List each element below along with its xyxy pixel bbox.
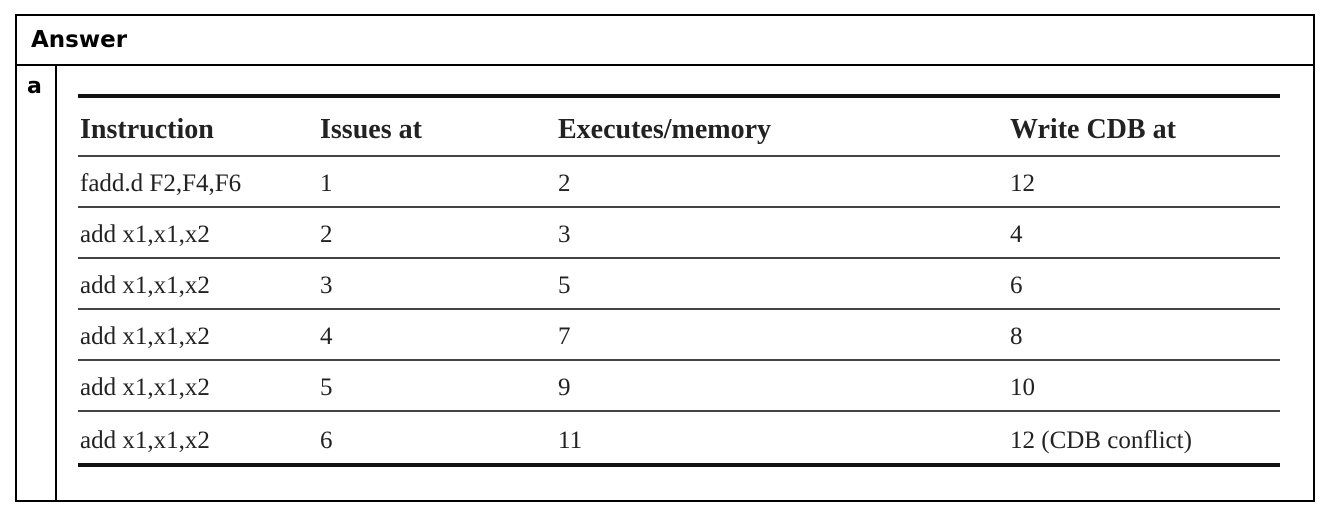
- answer-box: Answer a: [15, 14, 1315, 502]
- table-cell: 3: [558, 221, 571, 248]
- table-row: add x1,x1,x2 2 3 4: [78, 208, 1280, 259]
- table-cell: 12: [1010, 170, 1035, 197]
- table-cell: add x1,x1,x2: [80, 221, 210, 248]
- table-cell: 3: [320, 272, 333, 299]
- answer-header: Answer: [17, 16, 1313, 66]
- table-cell: 7: [558, 323, 571, 350]
- table-header-row: Instruction Issues at Executes/memory Wr…: [78, 98, 1280, 157]
- table-cell: 4: [320, 323, 333, 350]
- table-row: add x1,x1,x2 5 9 10: [78, 361, 1280, 412]
- table-cell: 2: [558, 170, 571, 197]
- table-cell: 5: [558, 272, 571, 299]
- instruction-timing-table: Instruction Issues at Executes/memory Wr…: [78, 94, 1280, 467]
- table-cell: 6: [320, 427, 333, 454]
- table-cell: 9: [558, 374, 571, 401]
- table-cell: 10: [1010, 374, 1035, 401]
- part-label: a: [27, 74, 42, 99]
- column-header: Executes/memory: [558, 114, 772, 145]
- table-cell: 12 (CDB conflict): [1010, 427, 1192, 454]
- table-cell: add x1,x1,x2: [80, 374, 210, 401]
- table-cell: add x1,x1,x2: [80, 323, 210, 350]
- answer-title: Answer: [31, 27, 128, 53]
- table-cell: add x1,x1,x2: [80, 272, 210, 299]
- column-header: Issues at: [320, 114, 422, 145]
- table-row: add x1,x1,x2 6 11 12 (CDB conflict): [78, 412, 1280, 463]
- column-header: Instruction: [80, 114, 214, 145]
- table-row: add x1,x1,x2 4 7 8: [78, 310, 1280, 361]
- table-cell: fadd.d F2,F4,F6: [80, 170, 242, 197]
- table-row: add x1,x1,x2 3 5 6: [78, 259, 1280, 310]
- table-cell: add x1,x1,x2: [80, 427, 210, 454]
- bottom-rule: [78, 463, 1280, 467]
- table-cell: 5: [320, 374, 333, 401]
- column-header: Write CDB at: [1010, 114, 1176, 145]
- table-cell: 11: [558, 427, 583, 454]
- table-cell: 6: [1010, 272, 1023, 299]
- table-cell: 8: [1010, 323, 1023, 350]
- part-label-column: a: [17, 66, 57, 500]
- table-row: fadd.d F2,F4,F6 1 2 12: [78, 157, 1280, 208]
- table-cell: 2: [320, 221, 333, 248]
- table-cell: 1: [320, 170, 333, 197]
- table-cell: 4: [1010, 221, 1023, 248]
- top-rule: [78, 94, 1280, 98]
